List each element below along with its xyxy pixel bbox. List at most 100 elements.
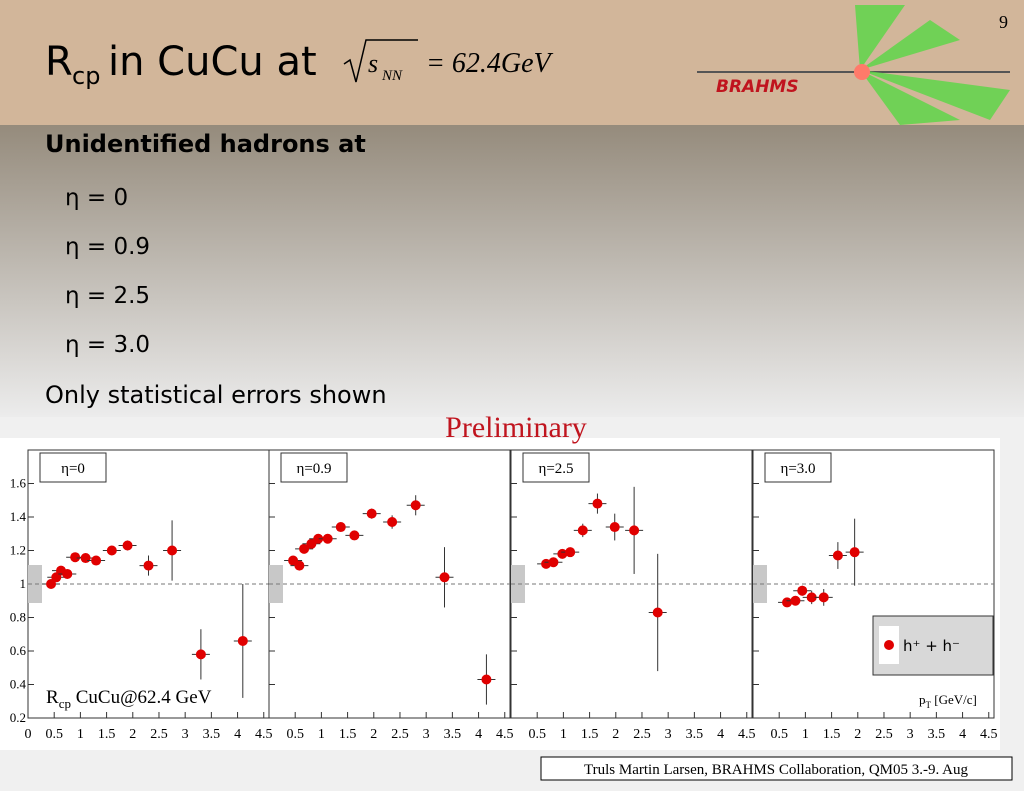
bullet: η = 3.0 <box>65 332 150 358</box>
data-point <box>481 674 492 685</box>
data-point <box>349 530 360 541</box>
header-band <box>0 0 1024 125</box>
data-point <box>797 585 808 596</box>
x-tick-label: 2 <box>370 727 377 742</box>
x-tick-label: 1.5 <box>823 727 841 742</box>
y-tick-label: 0.4 <box>10 677 27 692</box>
title-energy: = 62.4GeV <box>426 48 554 79</box>
bullet: η = 0 <box>65 185 128 211</box>
data-point <box>335 522 346 533</box>
x-tick-label: 3 <box>907 727 914 742</box>
y-tick-label: 1 <box>20 576 27 591</box>
data-point <box>46 579 57 589</box>
x-tick-label: 3.5 <box>928 727 946 742</box>
data-point <box>790 595 801 606</box>
x-tick-label: 1.5 <box>98 727 116 742</box>
preliminary: Preliminary <box>445 411 587 444</box>
data-point <box>313 533 324 544</box>
body-band <box>0 125 1024 417</box>
data-point <box>299 543 310 554</box>
data-point <box>609 522 620 533</box>
sqrt-sign <box>343 39 418 83</box>
x-tick-label: 2.5 <box>391 727 409 742</box>
title: in CuCu at <box>108 39 317 85</box>
panel-title: η=0.9 <box>296 461 331 477</box>
logo-burst <box>854 64 870 80</box>
x-tick-label: 0.5 <box>45 727 63 742</box>
x-tick-label: 3 <box>182 727 189 742</box>
y-tick-label: 0.8 <box>10 610 26 625</box>
data-point <box>818 592 829 603</box>
x-tick-label: 4 <box>959 727 966 742</box>
x-tick-label: 0.5 <box>528 727 546 742</box>
y-tick-label: 0.6 <box>10 643 27 658</box>
data-point <box>91 555 102 566</box>
data-point <box>565 547 576 558</box>
data-point <box>237 635 248 646</box>
data-point <box>410 500 421 511</box>
data-point <box>62 568 73 579</box>
page-number: 9 <box>999 12 1008 32</box>
data-point <box>387 517 398 528</box>
panel-title: η=0 <box>61 461 85 477</box>
x-label-part: T <box>926 700 932 710</box>
panel-title: η=3.0 <box>780 461 815 477</box>
data-point <box>548 557 559 568</box>
data-point <box>577 525 588 536</box>
x-tick-label: 2.5 <box>633 727 651 742</box>
legend-label: h⁺ + h⁻ <box>903 637 960 655</box>
data-point <box>806 592 817 603</box>
x-tick-label: 1 <box>318 727 325 742</box>
footer: Truls Martin Larsen, BRAHMS Collaboratio… <box>584 762 969 778</box>
bullet: η = 0.9 <box>65 234 150 260</box>
y-tick-label: 1.4 <box>10 509 27 524</box>
data-point <box>832 550 843 561</box>
annotation-part: CuCu@62.4 GeV <box>71 687 212 708</box>
x-tick-label: 2.5 <box>150 727 168 742</box>
panel-title-box <box>522 452 590 483</box>
data-point <box>592 498 603 509</box>
x-tick-label: 4.5 <box>980 727 998 742</box>
y-tick-label: 1.6 <box>10 476 27 491</box>
x-tick-label: 1 <box>560 727 567 742</box>
x-tick-label: 0.5 <box>770 727 788 742</box>
x-tick-label: 3.5 <box>686 727 704 742</box>
legend-marker <box>884 640 894 650</box>
x-tick-label: 4 <box>234 727 241 742</box>
x-tick-label: 4.5 <box>496 727 514 742</box>
data-point <box>366 508 377 519</box>
x-tick-label: 2 <box>612 727 619 742</box>
x-tick-label: 2 <box>129 727 136 742</box>
logo-graphic <box>855 5 1010 125</box>
panel-title-box <box>280 452 348 483</box>
title-nn: NN <box>381 68 403 84</box>
x-tick-label: 4.5 <box>738 727 756 742</box>
annotation: Rcp CuCu@62.4 GeV <box>46 687 212 711</box>
x-tick-label: 1.5 <box>339 727 357 742</box>
x-tick-label: 3 <box>423 727 430 742</box>
title-s: s <box>368 49 378 78</box>
data-point <box>849 547 860 558</box>
x-tick-label: 3 <box>665 727 672 742</box>
data-point <box>167 545 178 556</box>
panel-title-box <box>39 452 107 483</box>
note: Only statistical errors shown <box>45 381 387 409</box>
logo-text: BRAHMS <box>716 77 799 97</box>
subtitle: Unidentified hadrons at <box>45 130 366 158</box>
data-point <box>80 553 91 564</box>
data-point <box>70 552 81 563</box>
x-tick-label: 4 <box>475 727 482 742</box>
data-point <box>439 572 450 583</box>
title-sub: cp <box>72 62 100 90</box>
y-tick-label: 0.2 <box>10 710 26 725</box>
x-tick-label: 4.5 <box>255 727 273 742</box>
x-tick-label: 3.5 <box>444 727 462 742</box>
x-tick-label: 1 <box>802 727 809 742</box>
x-tick-label: 0.5 <box>286 727 304 742</box>
x-tick-label: 2.5 <box>875 727 893 742</box>
data-point <box>195 649 206 660</box>
data-point <box>143 560 154 571</box>
x-axis-label: pT [GeV/c] <box>919 692 977 710</box>
